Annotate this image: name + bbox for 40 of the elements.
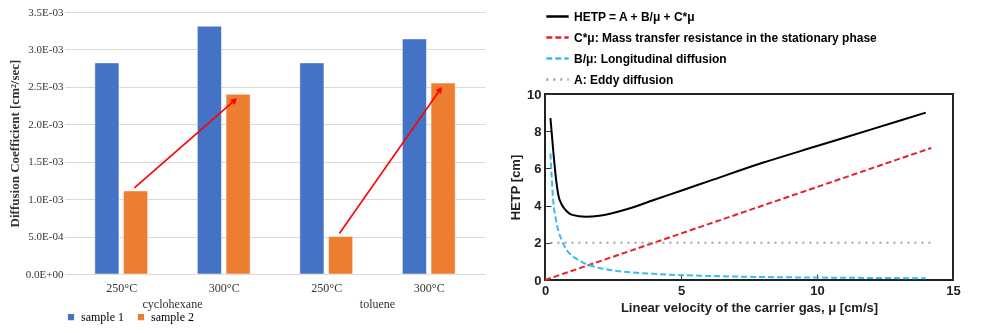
- x-tick-label: 250°C: [106, 280, 138, 295]
- bar: [299, 62, 325, 275]
- x-tick-label: 10: [810, 282, 825, 298]
- text: toluene: [359, 297, 396, 311]
- text: cyclohexane: [142, 297, 203, 311]
- bar: [123, 190, 148, 275]
- y-tick-label: 8: [534, 123, 542, 139]
- y-tick-label: 0.0E+00: [25, 267, 64, 280]
- y-tick-label: 2.5E-03: [28, 80, 64, 93]
- y-tick-label: 2.0E-03: [28, 117, 64, 130]
- legend-label: C*μ: Mass transfer resistance in the stationary phase: [574, 30, 878, 45]
- bar: [430, 82, 456, 275]
- y-tick-label: 1.0E-03: [28, 192, 64, 205]
- y-tick-label: 3.5E-03: [28, 5, 64, 18]
- x-tick-label: 300°C: [413, 280, 445, 295]
- y-axis-title: HETP [cm]: [508, 154, 524, 221]
- y-tick-label: 3.0E-03: [28, 42, 64, 55]
- bar: [328, 236, 353, 275]
- legend-label: A: Eddy diffusion: [574, 72, 674, 87]
- y-tick-label: 10: [527, 86, 542, 102]
- x-tick-label: 300°C: [208, 280, 240, 295]
- y-tick-label: 2: [534, 235, 542, 251]
- x-tick-label: 15: [946, 282, 961, 298]
- line-series: [549, 111, 927, 218]
- legend-label: HETP = A + B/μ + C*μ: [574, 9, 695, 24]
- y-tick-label: 5.0E-04: [28, 230, 64, 243]
- bar: [402, 38, 427, 275]
- x-tick-label: 5: [677, 282, 686, 298]
- bar: [225, 94, 251, 275]
- y-tick-label: 4: [534, 198, 543, 214]
- y-tick-label: 1.5E-03: [28, 155, 64, 168]
- legend-label: sample 1: [81, 310, 124, 325]
- legend-label: sample 2: [151, 310, 194, 325]
- bar: [197, 25, 222, 275]
- y-axis-title: Diffusion Coefficient [cm²/sec]: [6, 59, 22, 228]
- legend-label: B/μ: Longitudinal diffusion: [574, 51, 727, 66]
- x-tick-label: 250°C: [311, 280, 343, 295]
- bar: [94, 62, 120, 275]
- x-axis-title: Linear velocity of the carrier gas, μ [cm/s]: [620, 299, 879, 315]
- y-tick-label: 6: [534, 160, 542, 176]
